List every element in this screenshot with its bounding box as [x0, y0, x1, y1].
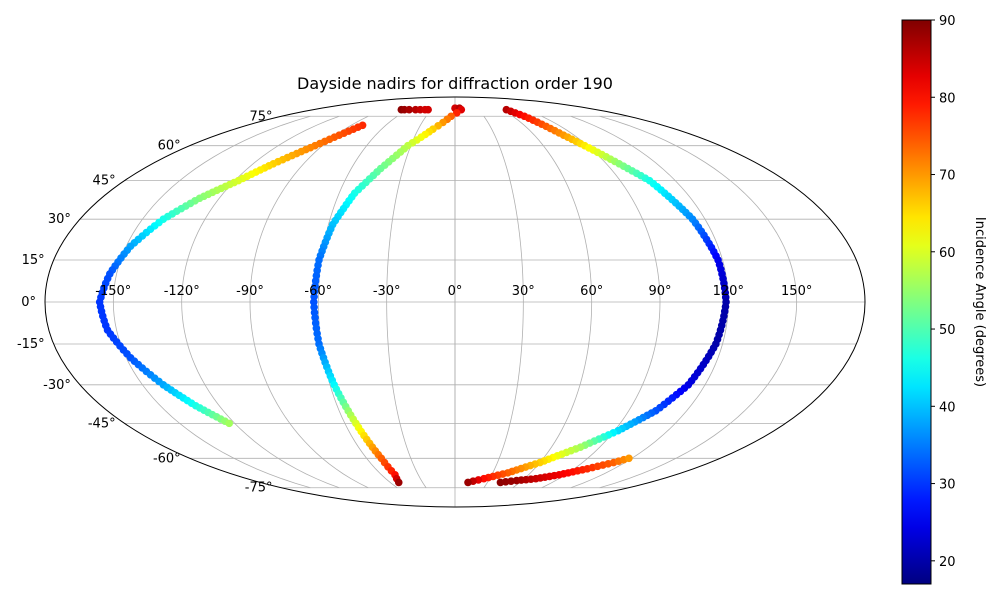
colorbar-tick-label: 20 [939, 555, 956, 570]
longitude-gridline [181, 115, 340, 489]
map-frame [44, 96, 866, 508]
colorbar-tick-label: 60 [939, 246, 956, 261]
colorbar-label: Incidence Angle (degrees) [972, 217, 987, 387]
longitude-tick-label: -150° [95, 284, 131, 299]
data-point [452, 109, 461, 117]
longitude-tick-labels: -150° -120° -90° -60° -30° 0° 30° 60° 90° 120° 150… [95, 284, 812, 299]
latitude-tick-label: 30° [48, 212, 71, 227]
longitude-tick-label: -60° [304, 284, 332, 299]
longitude-gridline [512, 115, 593, 489]
graticule [45, 97, 865, 507]
latitude-tick-label: -45° [88, 416, 116, 431]
longitude-tick-label: 60° [580, 284, 603, 299]
longitude-tick-label: -90° [236, 284, 264, 299]
data-point [464, 478, 472, 487]
data-point [394, 478, 403, 487]
longitude-tick-label: 30° [512, 284, 535, 299]
latitude-tick-label: -75° [245, 481, 273, 496]
data-point [625, 454, 633, 463]
latitude-tick-label: 60° [158, 139, 181, 154]
latitude-tick-label: -30° [43, 378, 71, 393]
colorbar-tick-label: 80 [939, 91, 956, 106]
longitude-tick-label: 90° [648, 284, 671, 299]
latitude-tick-label: 15° [22, 253, 45, 268]
colorbar: 20 30 40 50 60 70 80 90 Incidence Angle (degrees… [901, 14, 987, 585]
longitude-tick-label: 150° [781, 284, 812, 299]
latitude-tick-label: 75° [249, 109, 272, 124]
colorbar-tick-label: 50 [939, 323, 956, 338]
colorbar-tick-label: 70 [939, 169, 956, 184]
longitude-tick-label: 120° [713, 284, 744, 299]
latitude-tick-labels: -75° -60° -45° -30° -15° 0° 15° 30° 45° 60° 75° [17, 109, 273, 495]
colorbar-tick-label: 30 [939, 478, 956, 493]
data-point [405, 105, 413, 114]
longitude-tick-label: -30° [373, 284, 401, 299]
colorbar-tick-label: 90 [939, 14, 956, 29]
longitude-gridline [317, 115, 398, 489]
colorbar-gradient [901, 19, 932, 585]
data-point [424, 105, 432, 114]
longitude-gridline [386, 116, 427, 488]
longitude-gridline [249, 115, 369, 489]
map-boundary [44, 96, 866, 508]
longitude-tick-label: -120° [164, 284, 200, 299]
longitude-gridline [599, 115, 798, 489]
longitude-gridline [112, 115, 311, 489]
colorbar-tick-label: 40 [939, 400, 956, 415]
latitude-tick-label: -15° [17, 337, 45, 352]
latitude-tick-label: -60° [153, 451, 181, 466]
longitude-gridline [483, 116, 524, 488]
data-point [225, 419, 234, 428]
latitude-tick-label: 45° [93, 174, 116, 189]
chart-title: Dayside nadirs for diffraction order 190 [297, 74, 613, 93]
data-markers [95, 104, 730, 487]
longitude-tick-label: 0° [448, 284, 463, 299]
latitude-tick-label: 0° [21, 295, 36, 310]
